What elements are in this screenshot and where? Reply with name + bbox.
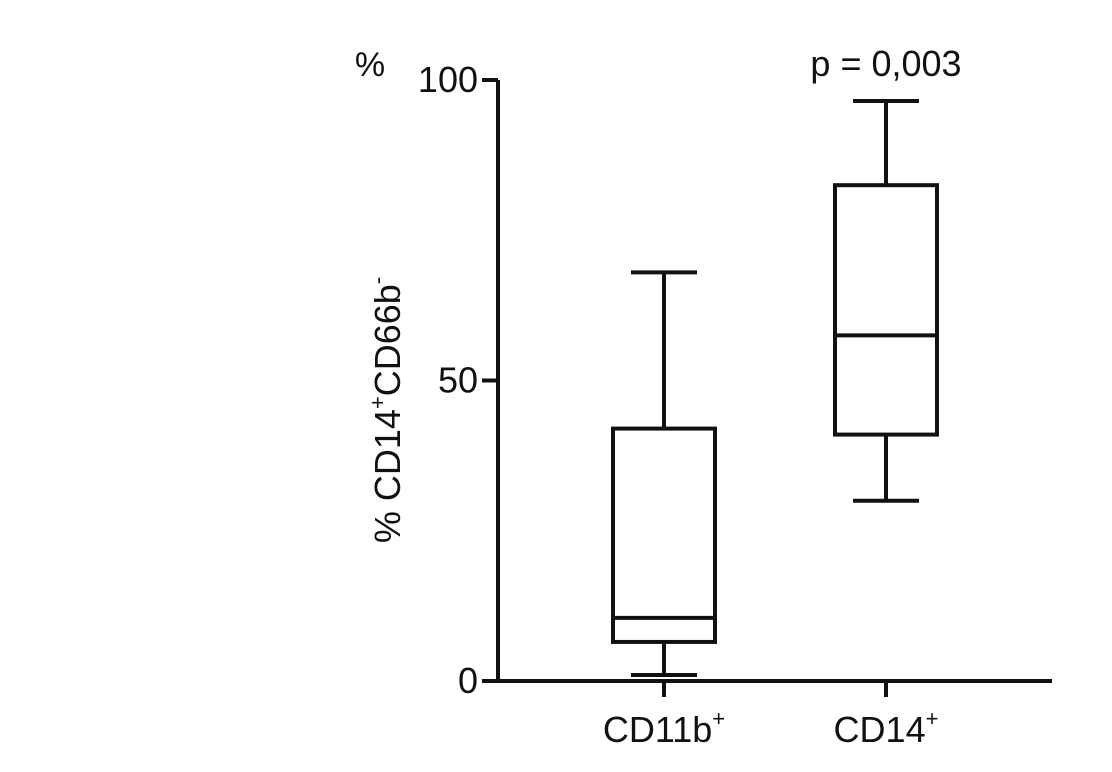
y-tick-label: 100 — [418, 59, 478, 100]
x-category-label: CD14+ — [834, 706, 939, 750]
y-tick-label: 0 — [458, 660, 478, 701]
y-tick-label: 50 — [438, 360, 478, 401]
iqr-box — [611, 426, 717, 644]
boxes — [611, 99, 939, 677]
x-category-label: CD11b+ — [603, 706, 725, 750]
y-axis-title: % CD14+CD66b- — [365, 277, 408, 543]
y-unit-label: % — [355, 46, 385, 84]
iqr-box — [833, 183, 939, 437]
box-2 — [833, 99, 939, 503]
box-1 — [611, 270, 717, 677]
labels: 0 50 100 CD11b+ CD14+ p = 0,003% % CD14+CD66b- — [355, 43, 962, 750]
p-value-annotation: p = 0,003 — [810, 43, 961, 84]
axes — [482, 78, 1052, 697]
